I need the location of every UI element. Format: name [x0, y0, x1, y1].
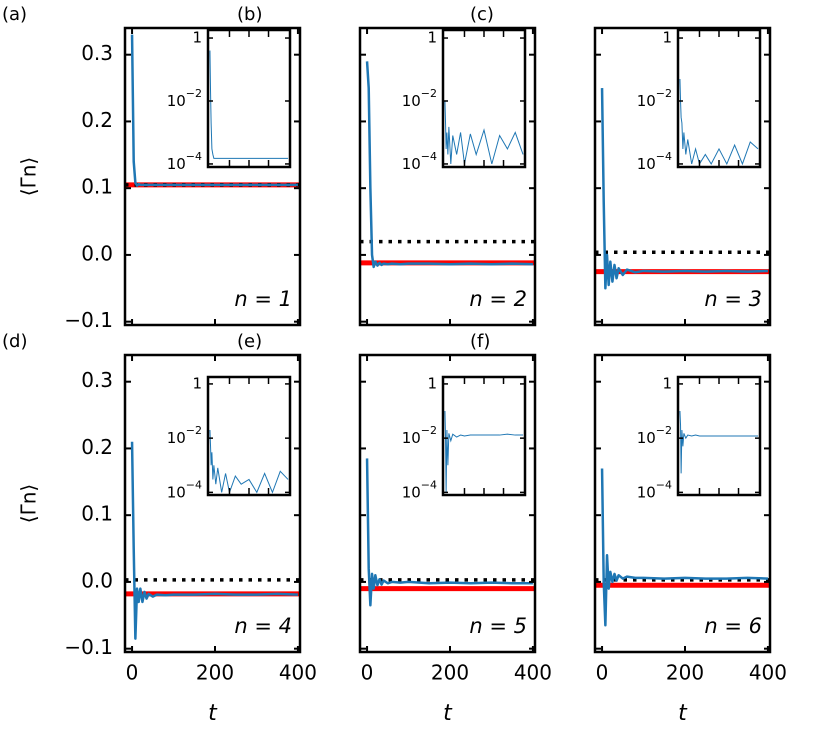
x-axis-label: t — [443, 701, 453, 726]
data-line — [600, 468, 768, 627]
annotation: n = 5 — [469, 614, 527, 638]
inset-background — [678, 30, 760, 167]
x-tick-label: 0 — [596, 661, 609, 685]
inset-y-tick-label: 10−4 — [402, 150, 437, 173]
axes-frame — [593, 353, 772, 654]
inset-background — [208, 377, 290, 495]
inset-y-tick-label: 10−2 — [402, 424, 437, 447]
inset-y-tick-label: 10−4 — [402, 478, 437, 501]
inset-y-tick-label: 1 — [192, 374, 202, 392]
data-line — [130, 34, 298, 187]
x-tick-label: 400 — [749, 661, 787, 685]
inset-y-tick-label: 10−4 — [167, 478, 202, 501]
y-tick-label: −0.1 — [64, 635, 113, 659]
inset-background — [443, 30, 525, 167]
inset-y-tick-label: 10−4 — [637, 150, 672, 173]
inset-line — [209, 429, 289, 495]
data-line — [130, 441, 298, 640]
y-axis-label: ⟨Γn⟩ — [17, 157, 41, 196]
inset-y-tick-label: 10−2 — [167, 424, 202, 447]
inset-y-tick-label: 10−2 — [637, 424, 672, 447]
inset-y-tick-label: 10−4 — [637, 478, 672, 501]
panel-label: (d) — [2, 331, 27, 352]
inset-y-tick-label: 10−2 — [167, 87, 202, 110]
inset-y-tick-label: 10−2 — [402, 87, 437, 110]
x-tick-label: 400 — [279, 661, 317, 685]
panel-label: (b) — [237, 4, 262, 25]
x-tick-label: 0 — [361, 661, 374, 685]
inset-y-tick-label: 10−4 — [167, 150, 202, 173]
inset-line — [679, 411, 759, 474]
inset-y-tick-label: 10−2 — [637, 87, 672, 110]
y-tick-label: 0.2 — [81, 435, 113, 459]
y-tick-label: 0.0 — [81, 568, 113, 592]
annotation: n = 1 — [234, 287, 292, 311]
y-tick-label: 0.3 — [81, 41, 113, 65]
y-tick-label: 0.1 — [81, 502, 113, 526]
panel-label: (f) — [470, 331, 490, 352]
inset-background — [208, 30, 290, 167]
y-tick-label: 0.3 — [81, 368, 113, 392]
inset-line — [679, 78, 759, 166]
x-tick-label: 400 — [514, 661, 552, 685]
annotation: n = 2 — [469, 287, 527, 311]
inset-background — [443, 377, 525, 495]
inset-line — [444, 411, 524, 493]
x-tick-label: 200 — [666, 661, 704, 685]
y-tick-label: 0.0 — [81, 241, 113, 265]
axes-frame — [358, 353, 537, 654]
panel-label: (e) — [237, 331, 262, 352]
inset-y-tick-label: 1 — [662, 374, 672, 392]
data-line — [365, 458, 533, 607]
x-tick-label: 200 — [196, 661, 234, 685]
x-tick-label: 200 — [431, 661, 469, 685]
axes-frame — [123, 26, 302, 327]
inset-y-tick-label: 1 — [662, 29, 672, 47]
annotation: n = 6 — [704, 614, 762, 638]
inset-line — [209, 50, 289, 159]
annotation: n = 4 — [234, 614, 292, 638]
panel-label: (a) — [2, 4, 27, 25]
data-line — [600, 88, 768, 290]
x-axis-label: t — [208, 701, 218, 726]
y-tick-label: 0.2 — [81, 108, 113, 132]
inset-y-tick-label: 1 — [427, 29, 437, 47]
data-line — [365, 61, 533, 269]
axes-frame — [123, 353, 302, 654]
y-axis-label: ⟨Γn⟩ — [17, 484, 41, 523]
axes-frame — [593, 26, 772, 327]
panel-label: (c) — [470, 4, 494, 25]
axes-frame — [358, 26, 537, 327]
y-tick-label: 0.1 — [81, 175, 113, 199]
x-tick-label: 0 — [126, 661, 139, 685]
y-tick-label: −0.1 — [64, 308, 113, 332]
annotation: n = 3 — [704, 287, 762, 311]
x-axis-label: t — [678, 701, 688, 726]
inset-line — [444, 100, 524, 165]
inset-y-tick-label: 1 — [427, 374, 437, 392]
inset-y-tick-label: 1 — [192, 29, 202, 47]
